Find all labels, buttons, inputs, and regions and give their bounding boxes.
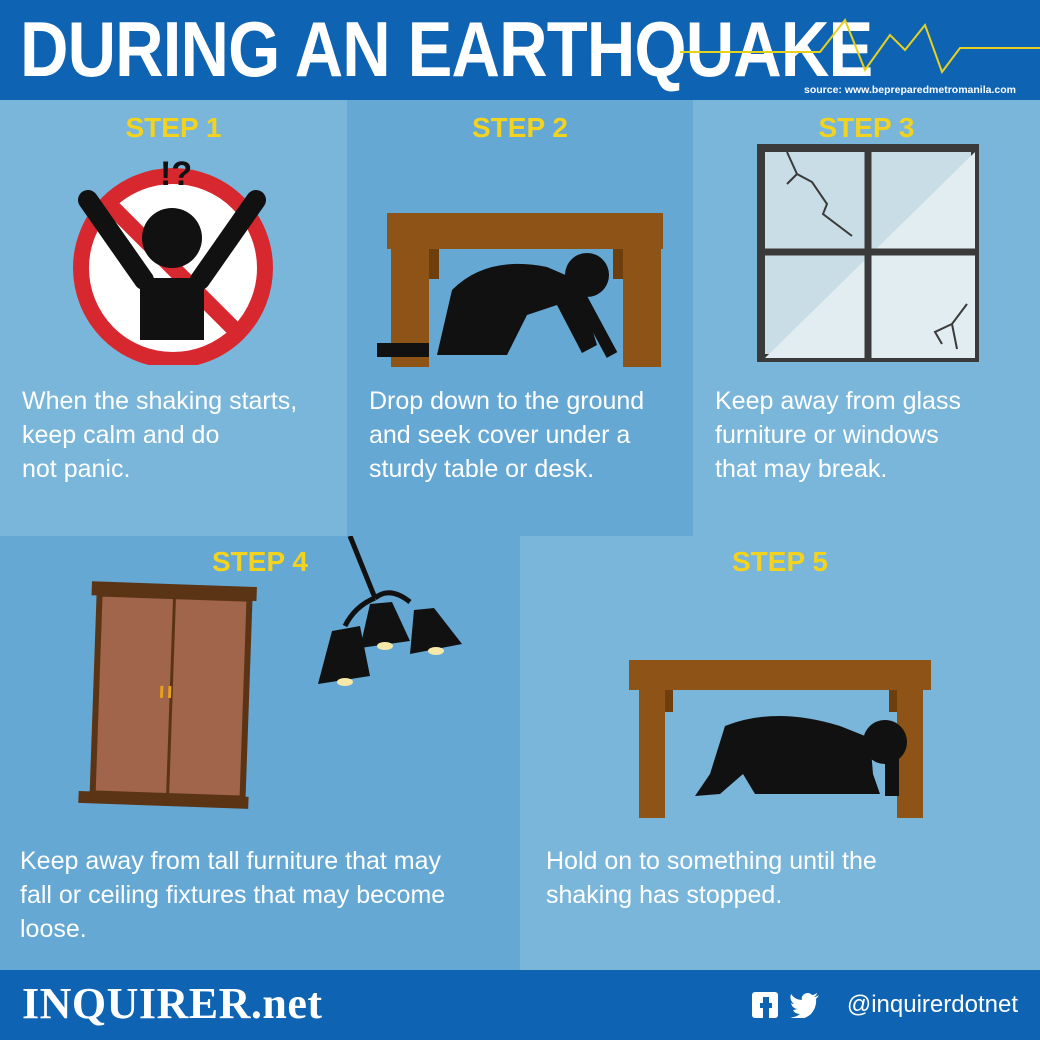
page-title: DURING AN EARTHQUAKE [20,5,873,93]
social-handle[interactable]: @inquirerdotnet [846,991,1018,1018]
step-3-description: Keep away from glass furniture or window… [715,387,961,483]
step-1-panel: STEP 1 !? When the shaking starts, keep … [0,100,347,536]
svg-text:!?: !? [160,155,192,193]
step-5-label: STEP 5 [732,546,828,577]
step-1-description: When the shaking starts, keep calm and d… [22,387,298,483]
step-4-panel: STEP 4 Keep away from tall furniture t [0,536,520,970]
step-5-panel: STEP 5 Hold on to something until the sh… [520,536,1040,970]
facebook-icon[interactable] [752,992,778,1018]
brand-logo: INQUIRER.net [22,979,323,1028]
step-2-label: STEP 2 [472,112,568,143]
step-3-label: STEP 3 [818,112,915,143]
header: DURING AN EARTHQUAKE source: www.beprepa… [0,0,1040,100]
wardrobe-icon [78,581,257,809]
twitter-icon[interactable] [790,992,820,1018]
step-3-panel: STEP 3 Keep away from glass furniture or… [693,100,1040,536]
seismograph-line-icon [680,18,1040,75]
step-2-description: Drop down to the ground and seek cover u… [369,387,645,483]
cracked-window-icon [757,144,979,362]
step-2-panel: STEP 2 Drop down to the ground and seek … [347,100,693,536]
drop-cover-icon [377,213,663,367]
footer: INQUIRER.net @inquirerdotnet [0,970,1040,1040]
step-4-description: Keep away from tall furniture that may f… [20,847,446,943]
step-4-label: STEP 4 [212,546,308,577]
hold-on-icon [629,660,931,818]
no-panic-icon: !? [73,155,273,365]
ceiling-lamp-icon [318,536,462,686]
step-5-description: Hold on to something until the shaking h… [546,847,877,909]
step-1-label: STEP 1 [125,112,222,143]
source-credit: source: www.bepreparedmetromanila.com [803,84,1016,96]
